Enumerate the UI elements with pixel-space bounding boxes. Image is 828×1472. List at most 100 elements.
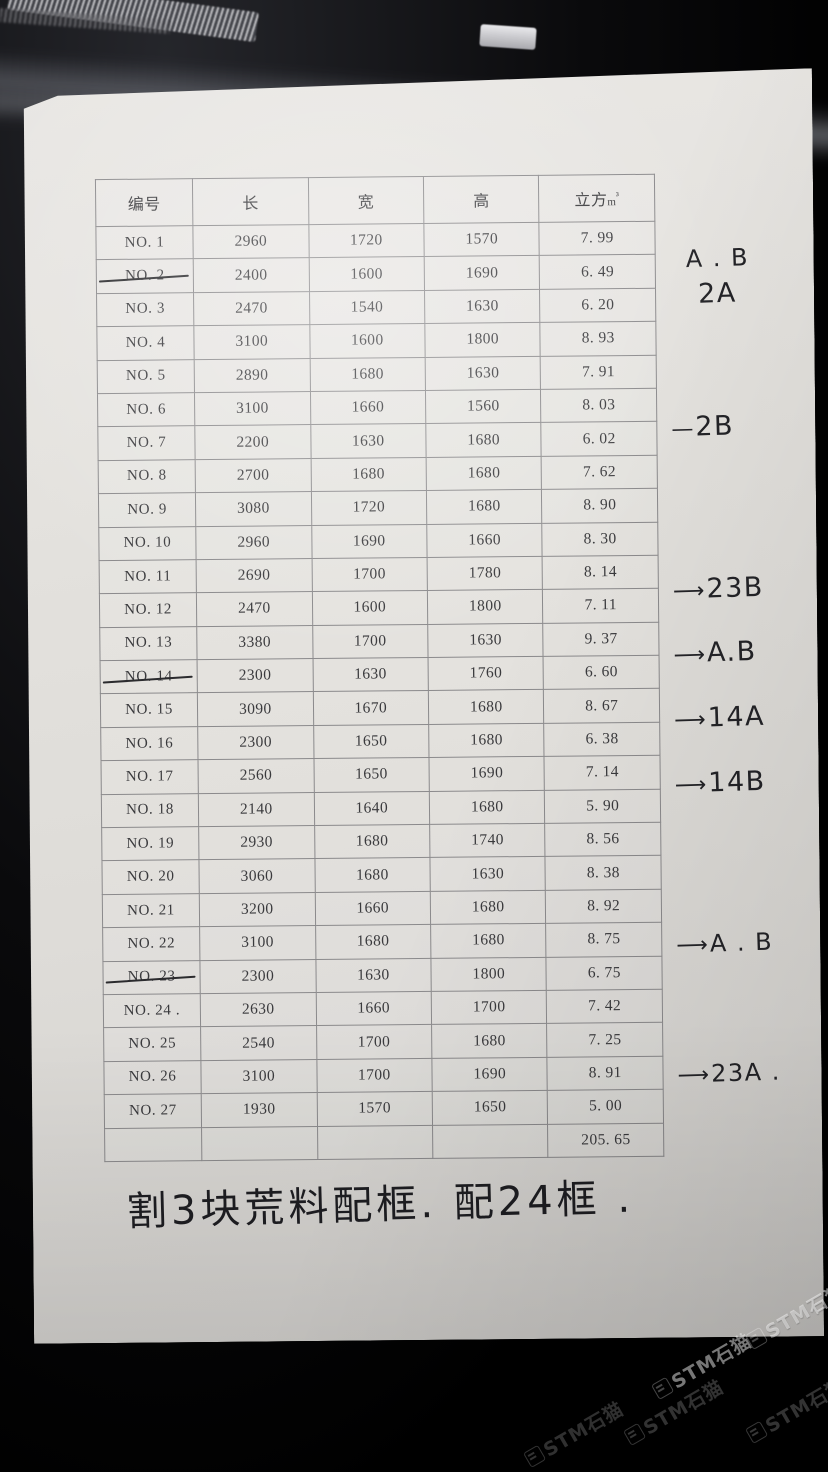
cell-length: 2540 <box>201 1026 317 1060</box>
handwritten-mark-label: 23B <box>705 571 765 605</box>
cell-volume: 8. 91 <box>547 1056 663 1090</box>
cell-width: 1680 <box>315 925 431 959</box>
handwritten-mark-label: 2A <box>697 277 738 310</box>
cell-height: 1650 <box>432 1090 548 1124</box>
table-header: 编号 长 宽 高 立方m³ <box>95 174 654 226</box>
handwritten-mark-label: 14B <box>707 765 767 799</box>
cell-no: NO. 15 <box>100 693 197 727</box>
cell-width: 1570 <box>317 1092 433 1126</box>
cell-volume: 6. 49 <box>540 255 656 289</box>
cell-length: 2960 <box>193 225 309 259</box>
cell-length: 2700 <box>195 458 311 492</box>
cell-height: 1630 <box>425 289 541 323</box>
volume-unit-exponent: ³ <box>615 190 620 202</box>
table-row: NO. 23 2300 1630 1800 6. 75 <box>103 956 662 995</box>
cell-width: 1690 <box>311 524 427 558</box>
cell-width: 1680 <box>310 357 426 391</box>
cell-length: 2560 <box>198 759 314 793</box>
table-row: NO. 8 2700 1680 1680 7. 62 <box>98 455 657 494</box>
cell-volume: 8. 14 <box>543 555 659 589</box>
cell-width: 1660 <box>315 891 431 925</box>
watermark: STM石猫 <box>621 1373 729 1451</box>
cell-length: 1930 <box>201 1093 317 1127</box>
handwritten-mark-label: 14A <box>707 700 766 734</box>
arrow-icon: ⟶ <box>674 772 707 799</box>
cell-no: NO. 13 <box>100 626 197 660</box>
cell-no: NO. 6 <box>97 393 194 427</box>
cell-length: 3080 <box>196 492 312 526</box>
cell-height: 1690 <box>432 1057 548 1091</box>
cell-volume: 6. 02 <box>541 422 657 456</box>
cell-height: 1690 <box>424 256 540 290</box>
watermark-logo-icon <box>523 1444 547 1469</box>
cell-length: 3100 <box>200 926 316 960</box>
handwritten-mark: A . B <box>685 243 749 273</box>
cell-length: 3100 <box>194 325 310 359</box>
table-row: NO. 7 2200 1630 1680 6. 02 <box>98 422 657 461</box>
cell-no: NO. 21 <box>102 893 199 927</box>
cell-volume: 8. 93 <box>540 321 656 355</box>
column-header-height: 高 <box>423 175 539 223</box>
cell-length: 2400 <box>193 258 309 292</box>
cell-no: NO. 17 <box>101 760 198 794</box>
cell-volume: 8. 38 <box>545 856 661 890</box>
cell-no: NO. 3 <box>97 292 194 326</box>
table-row: NO. 18 2140 1640 1680 5. 90 <box>101 789 660 828</box>
cell-height: 1800 <box>425 323 541 357</box>
cell-volume: 8. 75 <box>546 922 662 956</box>
watermark: STM石猫 <box>743 1371 828 1449</box>
cell-volume: 7. 99 <box>539 221 655 255</box>
handwritten-mark: ⟶14B <box>674 766 766 800</box>
cell-height: 1660 <box>427 523 543 557</box>
cell-width: 1700 <box>312 557 428 591</box>
table-row: NO. 20 3060 1680 1630 8. 38 <box>102 856 661 895</box>
cell-height: 1740 <box>430 823 546 857</box>
cell-width: 1630 <box>310 424 426 458</box>
cell-width: 1700 <box>316 1058 432 1092</box>
watermark-logo-icon <box>745 1420 769 1445</box>
cell-volume: 7. 62 <box>542 455 658 489</box>
cell-height: 1680 <box>429 723 545 757</box>
cell-volume: 8. 56 <box>545 822 661 856</box>
cell-length: 2300 <box>197 659 313 693</box>
cell-height: 1680 <box>431 924 547 958</box>
table-body: NO. 1 2960 1720 1570 7. 99 NO. 2 2400 1600 1690 6… <box>96 221 664 1161</box>
cell-length: 3060 <box>199 859 315 893</box>
cell-width: 1670 <box>313 691 429 725</box>
cell-no: NO. 7 <box>98 426 195 460</box>
table-row: NO. 9 3080 1720 1680 8. 90 <box>98 488 657 527</box>
cell-height: 1680 <box>426 423 542 457</box>
cell-height: 1680 <box>429 790 545 824</box>
cell-no: NO. 11 <box>99 560 196 594</box>
cell-volume: 8. 03 <box>541 388 657 422</box>
cell-no: NO. 12 <box>99 593 196 627</box>
cell-no: NO. 24 . <box>103 994 200 1028</box>
cell-width: 1650 <box>314 758 430 792</box>
cell-volume: 5. 90 <box>545 789 661 823</box>
handwritten-mark-label: A . B <box>685 242 750 273</box>
cell-height: 1780 <box>427 556 543 590</box>
cell-height: 1800 <box>427 590 543 624</box>
cell-no: NO. 20 <box>102 860 199 894</box>
cell-length: 2960 <box>196 525 312 559</box>
cell-length: 2300 <box>198 725 314 759</box>
cell-height: 1680 <box>426 489 542 523</box>
arrow-icon: ⟶ <box>673 642 706 669</box>
cell-length: 2630 <box>200 993 316 1027</box>
arrow-icon: ⟶ <box>675 932 709 959</box>
table-row: NO. 6 3100 1660 1560 8. 03 <box>97 388 656 427</box>
column-header-width: 宽 <box>308 176 424 224</box>
table-header-row: 编号 长 宽 高 立方m³ <box>95 174 654 226</box>
handwritten-mark: ⟶A . B <box>676 928 774 959</box>
watermark: STM石猫 <box>521 1395 629 1472</box>
cell-length: 3100 <box>201 1059 317 1093</box>
total-cell-no <box>105 1127 202 1161</box>
handwritten-mark: ⟶23B <box>672 571 764 605</box>
cell-no: NO. 2 <box>96 259 193 293</box>
cell-no: NO. 1 <box>96 226 193 260</box>
cell-length: 3380 <box>197 625 313 659</box>
cell-volume: 9. 37 <box>543 622 659 656</box>
cell-width: 1600 <box>309 324 425 358</box>
watermark-text: STM石猫 <box>761 1374 828 1438</box>
